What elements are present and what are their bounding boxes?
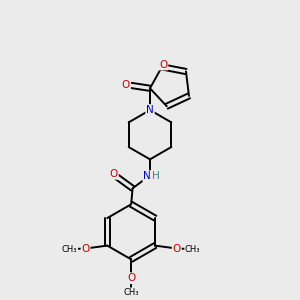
Text: CH₃: CH₃ (185, 244, 200, 253)
Text: N: N (146, 105, 154, 115)
Text: CH₃: CH₃ (123, 288, 139, 297)
Text: O: O (81, 244, 90, 254)
Text: O: O (172, 244, 181, 254)
Text: CH₃: CH₃ (62, 244, 77, 253)
Text: H: H (152, 171, 160, 181)
Text: O: O (122, 80, 130, 90)
Text: O: O (127, 273, 135, 283)
Text: O: O (110, 169, 118, 179)
Text: N: N (143, 171, 151, 181)
Text: O: O (159, 59, 167, 70)
